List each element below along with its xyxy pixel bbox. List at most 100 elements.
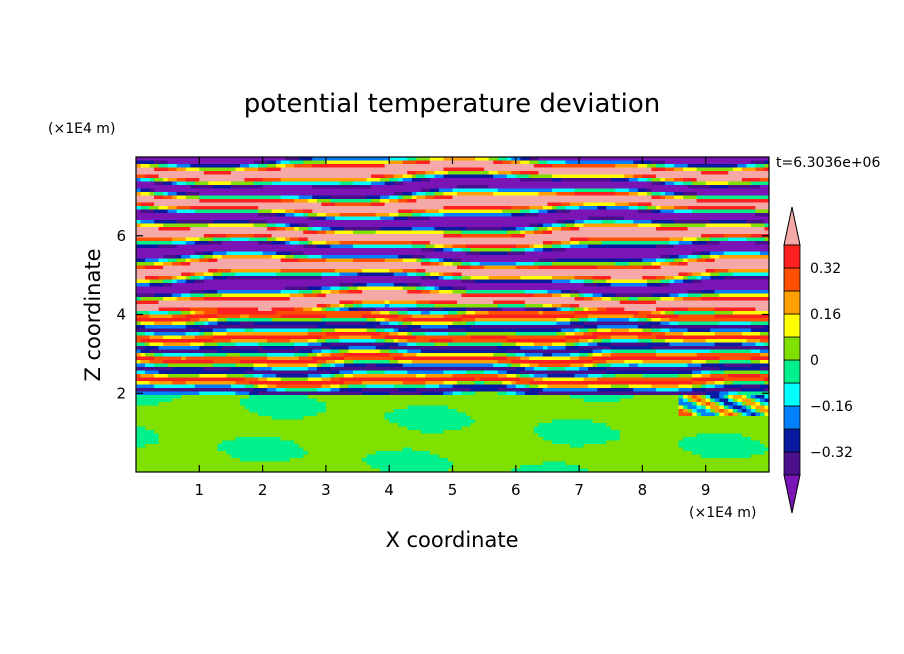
field-cell (746, 202, 752, 207)
field-cell (551, 216, 558, 221)
field-cell (542, 178, 549, 183)
field-cell (176, 213, 182, 218)
field-cell (714, 265, 720, 270)
field-cell (556, 276, 562, 281)
field-cell (452, 248, 458, 253)
field-cell (723, 178, 729, 183)
field-cell (665, 265, 671, 270)
field-cell (438, 160, 445, 165)
field-cell (402, 272, 408, 277)
field-cell (524, 276, 530, 281)
field-cell (158, 192, 164, 197)
field-cell (633, 262, 639, 267)
field-cell (136, 164, 142, 169)
field-cell (615, 241, 621, 246)
field-cell (140, 265, 146, 270)
field-cell (619, 223, 625, 228)
field-cell (538, 181, 544, 186)
field-cell (511, 258, 517, 263)
field-cell (728, 209, 734, 214)
field-cell (447, 227, 454, 232)
field-cell (239, 195, 246, 200)
field-cell (655, 178, 662, 183)
field-cell (149, 251, 155, 256)
field-cell (321, 202, 327, 207)
field-cell (334, 272, 341, 277)
field-cell (154, 227, 160, 232)
field-cell (425, 185, 431, 190)
field-cell (565, 171, 571, 176)
field-cell (746, 241, 752, 246)
field-cell (208, 185, 214, 190)
field-cell (217, 269, 223, 274)
field-cell (764, 248, 769, 253)
field-cell (407, 206, 413, 211)
field-cell (194, 192, 200, 197)
field-cell (425, 262, 431, 267)
field-cell (208, 181, 214, 186)
field-cell (321, 181, 327, 186)
field-cell (759, 157, 766, 162)
field-cell (574, 258, 580, 263)
field-cell (592, 216, 598, 221)
field-cell (226, 241, 232, 246)
field-cell (307, 262, 313, 267)
field-cell (570, 195, 576, 200)
field-cell (506, 234, 512, 239)
field-cell (701, 188, 707, 193)
field-cell (389, 185, 395, 190)
field-cell (565, 178, 571, 183)
field-cell (258, 241, 264, 246)
field-cell (230, 216, 237, 221)
field-cell (750, 272, 757, 277)
field-cell (646, 255, 653, 260)
field-cell (597, 223, 603, 228)
field-cell (574, 209, 580, 214)
field-cell (538, 244, 544, 249)
field-cell (732, 234, 738, 239)
field-cell (194, 160, 200, 165)
field-cell (506, 276, 512, 281)
field-cell (443, 178, 449, 183)
field-cell (393, 213, 399, 218)
field-cell (565, 202, 571, 207)
field-cell (271, 192, 277, 197)
field-cell (276, 209, 282, 214)
field-cell (303, 255, 309, 260)
field-cell (561, 220, 567, 225)
field-cell (375, 248, 381, 253)
field-cell (343, 272, 350, 277)
field-cell (601, 160, 607, 165)
field-cell (515, 209, 521, 214)
field-cell (561, 164, 567, 169)
field-cell (637, 199, 643, 204)
field-cell (565, 157, 571, 162)
field-cell (511, 164, 517, 169)
field-cell (452, 206, 458, 211)
field-cell (230, 202, 237, 207)
field-cell (515, 199, 521, 204)
field-cell (547, 164, 553, 169)
field-cell (696, 265, 702, 270)
field-cell (348, 195, 354, 200)
field-cell (479, 185, 485, 190)
field-cell (701, 209, 707, 214)
field-cell (244, 241, 250, 246)
field-cell (258, 220, 264, 225)
field-cell (520, 223, 526, 228)
field-cell (294, 213, 300, 218)
field-cell (389, 160, 395, 165)
field-cell (683, 209, 689, 214)
field-cell (158, 199, 164, 204)
field-cell (398, 202, 404, 207)
field-cell (687, 185, 693, 190)
field-cell (325, 241, 332, 246)
field-cell (542, 241, 549, 246)
field-cell (678, 171, 684, 176)
field-cell (601, 206, 607, 211)
field-cell (221, 234, 228, 239)
field-cell (687, 227, 693, 232)
field-cell (466, 279, 472, 284)
field-cell (411, 223, 417, 228)
field-cell (570, 251, 576, 256)
